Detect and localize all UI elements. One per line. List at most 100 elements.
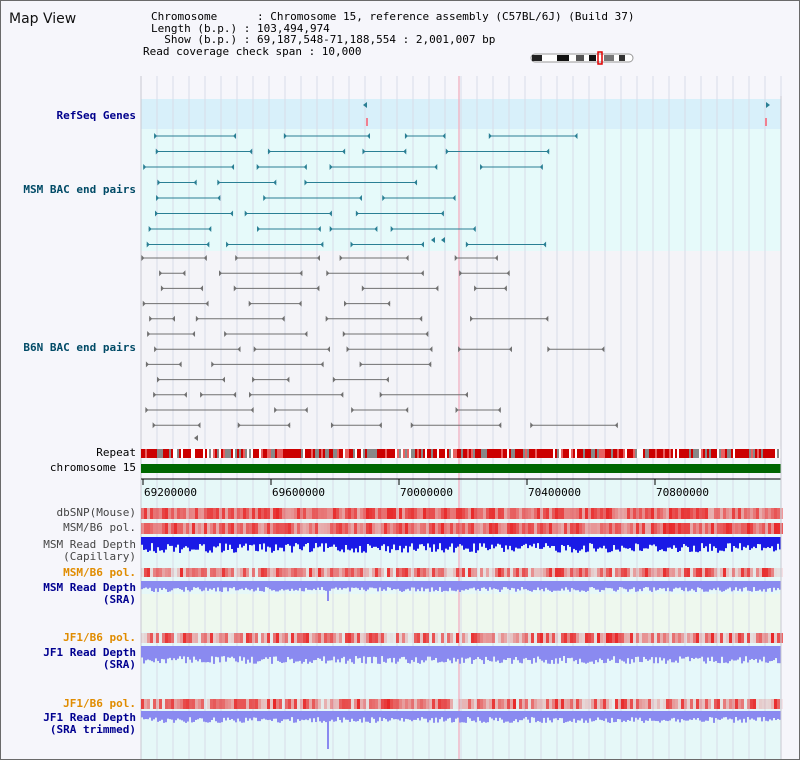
depth-bar <box>759 646 761 660</box>
depth-bar <box>763 581 765 590</box>
depth-bar <box>301 711 303 720</box>
depth-bar <box>305 711 307 720</box>
depth-bar <box>439 646 441 663</box>
depth-bar <box>757 711 759 718</box>
repeat-segment <box>209 449 211 458</box>
depth-bar <box>657 537 659 552</box>
label-msm-bac: MSM BAC end pairs <box>23 183 136 196</box>
depth-bar <box>613 711 615 723</box>
pol-cell <box>267 523 270 534</box>
depth-bar <box>755 537 757 549</box>
repeat-segment <box>385 449 387 458</box>
pol-cell <box>312 699 315 709</box>
pol-cell <box>216 633 219 643</box>
repeat-segment <box>439 449 441 458</box>
pol-cell <box>321 633 324 643</box>
pol-cell <box>150 633 153 643</box>
depth-bar <box>619 711 621 720</box>
depth-bar <box>237 711 239 719</box>
track-features[interactable] <box>141 96 783 759</box>
repeat-segment <box>675 449 677 458</box>
repeat-segment <box>711 449 713 458</box>
pol-cell <box>576 568 579 577</box>
depth-bar <box>351 537 353 549</box>
repeat-segment <box>609 449 611 458</box>
pol-cell <box>297 568 300 577</box>
pol-cell <box>492 568 495 577</box>
depth-bar <box>179 646 181 657</box>
depth-bar <box>533 646 535 659</box>
depth-bar <box>637 581 639 592</box>
depth-bar <box>319 581 321 590</box>
repeat-segment <box>641 449 643 458</box>
pol-cell <box>549 508 552 519</box>
depth-bar <box>503 646 505 660</box>
depth-bar <box>591 537 593 544</box>
pol-cell <box>693 568 696 577</box>
depth-bar <box>141 581 143 590</box>
pol-cell <box>336 633 339 643</box>
depth-bar <box>601 537 603 549</box>
pol-cell <box>603 633 606 643</box>
depth-bar <box>287 646 289 657</box>
depth-bar <box>493 711 495 721</box>
depth-bar <box>179 581 181 590</box>
pol-cell <box>735 699 738 709</box>
depth-bar <box>773 581 775 588</box>
depth-bar <box>179 537 181 553</box>
depth-bar <box>557 711 559 721</box>
depth-bar <box>609 711 611 723</box>
pol-cell <box>234 523 237 534</box>
pol-cell <box>429 633 432 643</box>
depth-bar <box>249 581 251 591</box>
depth-bar <box>145 537 147 550</box>
depth-bar <box>281 537 283 548</box>
pol-cell <box>180 523 183 534</box>
repeat-segment <box>681 449 683 458</box>
depth-bar <box>503 537 505 552</box>
depth-bar <box>221 581 223 592</box>
pol-cell <box>738 568 741 577</box>
pol-cell <box>150 523 153 534</box>
depth-bar <box>319 537 321 547</box>
depth-bar <box>741 711 743 723</box>
pol-cell <box>585 633 588 643</box>
pol-cell <box>270 523 273 534</box>
depth-bar <box>409 581 411 591</box>
pol-cell <box>504 633 507 643</box>
pol-cell <box>693 699 696 709</box>
depth-bar <box>247 711 249 721</box>
pol-cell <box>282 508 285 519</box>
depth-bar <box>247 537 249 551</box>
pol-cell <box>753 523 756 534</box>
pol-cell <box>381 568 384 577</box>
depth-bar <box>225 537 227 544</box>
depth-bar <box>515 646 517 658</box>
depth-bar <box>679 711 681 723</box>
repeat-segment <box>309 449 311 458</box>
depth-bar <box>597 537 599 549</box>
pol-cell <box>768 699 771 709</box>
pol-cell <box>261 568 264 577</box>
chromosome-ideogram[interactable] <box>530 51 634 65</box>
repeat-segment <box>613 449 615 458</box>
repeat-segment <box>697 449 699 458</box>
pol-cell <box>246 523 249 534</box>
depth-bar <box>379 646 381 664</box>
repeat-segment <box>533 449 535 458</box>
depth-bar <box>371 711 373 718</box>
pol-cell <box>498 699 501 709</box>
depth-bar <box>753 537 755 547</box>
depth-bar <box>289 711 291 721</box>
depth-bar <box>675 581 677 588</box>
pol-cell <box>549 633 552 643</box>
depth-bar <box>487 537 489 551</box>
depth-bar <box>237 646 239 663</box>
depth-bar <box>429 646 431 657</box>
pol-cell <box>501 568 504 577</box>
depth-bar <box>647 711 649 721</box>
depth-bar <box>719 711 721 720</box>
depth-bar <box>295 537 297 544</box>
depth-bar <box>345 581 347 589</box>
